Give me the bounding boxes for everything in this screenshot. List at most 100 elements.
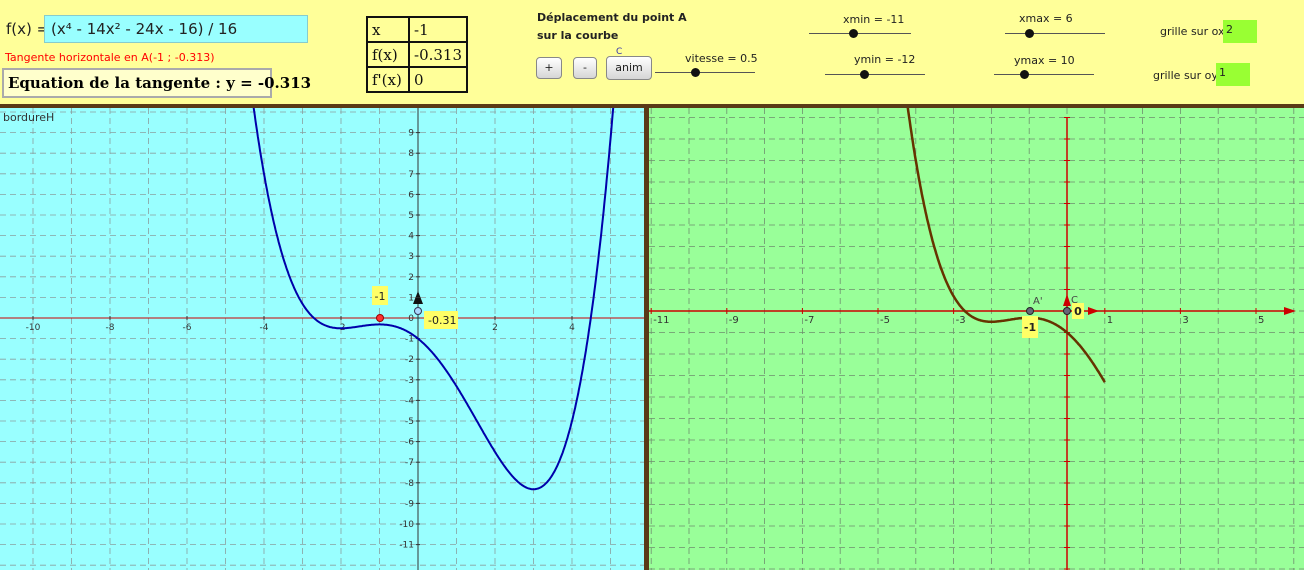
x-tick-label: 3: [1182, 315, 1188, 326]
xmax-label: xmax = 6: [1019, 12, 1073, 25]
point-a-prime-value: -1: [1024, 321, 1036, 334]
x-tick-label: -8: [106, 323, 115, 333]
x-tick-label: 4: [569, 323, 575, 333]
y-tick-label: -7: [405, 458, 414, 468]
x-tick-label: -4: [260, 323, 269, 333]
anim-marker: C: [616, 47, 623, 57]
point-c-value-box: [1072, 303, 1084, 319]
point-a-prime-name: A': [1033, 296, 1043, 307]
tangent-equation: Equation de la tangente : y = -0.313: [2, 68, 311, 98]
y-tick-label: -6: [405, 438, 414, 448]
xmin-slider-knob[interactable]: [849, 29, 858, 38]
table-cell-value: -1: [407, 16, 469, 43]
left-grid: [0, 108, 644, 570]
xmax-slider-track[interactable]: [1005, 33, 1105, 34]
ymin-slider-track[interactable]: [825, 74, 925, 75]
x-tick-label: 1: [1107, 315, 1113, 326]
y-tick-label: -9: [405, 499, 414, 509]
y-tick-label: 1: [408, 293, 414, 303]
speed-label: vitesse = 0.5: [685, 52, 758, 65]
x-tick-label: -6: [183, 323, 192, 333]
y-tick-label: 4: [408, 232, 414, 242]
table-cell-label: f(x): [366, 41, 410, 68]
y-tick-label: 9: [408, 129, 414, 139]
table-cell-value: 0: [407, 66, 469, 93]
speed-slider-knob[interactable]: [691, 68, 700, 77]
y-tick-label: 3: [408, 252, 414, 262]
ymax-slider-knob[interactable]: [1020, 70, 1029, 79]
y-tick-label: -8: [405, 479, 414, 489]
x-tick-label: -9: [729, 315, 739, 326]
right-y-arrow-icon: [1063, 294, 1071, 306]
graphs-area: -10 -8 -6 -4 -2 2 4 9876543210-1-2-3-4-5-6-7-8…: [0, 108, 1304, 570]
x-tick-label: -7: [804, 315, 814, 326]
y-tick-label: 8: [408, 149, 414, 159]
anim-button[interactable]: anim: [606, 56, 652, 80]
right-function-curve: [906, 108, 1106, 383]
y-tick-label: -3: [405, 376, 414, 386]
y-tick-label: -10: [399, 520, 414, 530]
function-input[interactable]: (x⁴ - 14x² - 24x - 16) / 16: [44, 15, 308, 43]
point-a-label-box: [372, 286, 388, 305]
x-tick-label: 2: [492, 323, 498, 333]
left-function-curve: [252, 108, 615, 491]
point-a-prime[interactable]: [1026, 307, 1034, 315]
ymax-slider-track[interactable]: [994, 74, 1094, 75]
right-x-tick-labels: -11 -9 -7 -5 -3 1 3 5: [650, 308, 1264, 326]
grid-ox-label: grille sur ox: [1160, 25, 1225, 38]
point-a[interactable]: [376, 314, 384, 322]
value-label-box: [424, 311, 458, 329]
point-a-label: -1: [375, 290, 386, 303]
xmin-slider-track[interactable]: [809, 33, 911, 34]
x-tick-label: -5: [880, 315, 890, 326]
y-tick-label: 7: [408, 170, 414, 180]
y-tick-label: -5: [405, 417, 414, 427]
right-x-arrow-icon: [1284, 307, 1296, 315]
point-on-y-axis[interactable]: [414, 307, 422, 315]
right-axes: [649, 118, 1296, 570]
y-tick-label: 5: [408, 211, 414, 221]
y-tick-label: -11: [399, 541, 414, 551]
move-title-line1: Déplacement du point A: [537, 11, 687, 24]
point-a-prime-value-box: [1022, 316, 1038, 338]
values-table: x -1 f(x) -0.313 f'(x) 0: [366, 16, 469, 93]
table-cell-label: f'(x): [366, 66, 410, 93]
grid-oy-input[interactable]: 1: [1216, 63, 1250, 86]
table-cell-value: -0.313: [407, 41, 469, 68]
table-row: f'(x) 0: [366, 66, 469, 93]
y-tick-label: 6: [408, 190, 414, 200]
ymin-slider-knob[interactable]: [860, 70, 869, 79]
y-tick-label: 0: [408, 314, 414, 324]
table-row: f(x) -0.313: [366, 41, 469, 68]
point-c-name: C: [1071, 295, 1078, 306]
tangent-info: Tangente horizontale en A(-1 ; -0.313): [5, 51, 215, 64]
y-tick-label: -1: [405, 335, 414, 345]
y-tick-label: -2: [405, 355, 414, 365]
plus-button[interactable]: +: [536, 57, 562, 79]
ymin-label: ymin = -12: [854, 53, 916, 66]
move-title-line2: sur la courbe: [537, 29, 619, 42]
point-c-value: 0: [1074, 305, 1082, 318]
grid-ox-input[interactable]: 2: [1223, 20, 1257, 43]
toolbar: f(x) = (x⁴ - 14x² - 24x - 16) / 16 Tange…: [0, 0, 1304, 104]
toolbar-separator: [0, 104, 1304, 108]
point-c[interactable]: [1063, 307, 1071, 315]
right-c-arrow-icon: [1088, 307, 1099, 315]
function-label: f(x) =: [6, 20, 50, 38]
ymax-label: ymax = 10: [1014, 54, 1075, 67]
table-row: x -1: [366, 16, 469, 43]
x-tick-label: -11: [653, 315, 669, 326]
speed-slider-track[interactable]: [655, 72, 755, 73]
y-tick-label: 2: [408, 273, 414, 283]
left-y-tick-labels: 9 8 7 6 5 4 3 2 1 0 -1 -2 -3 -4 -5 -6 -7 -8 -9 -10 -11: [399, 129, 420, 551]
x-tick-label: -3: [956, 315, 966, 326]
x-tick-label: -10: [26, 323, 41, 333]
grid-oy-label: grille sur oy: [1153, 69, 1218, 82]
xmax-slider-knob[interactable]: [1025, 29, 1034, 38]
value-label: -0.31: [428, 314, 456, 327]
left-caption: bordureH: [3, 111, 54, 124]
table-cell-label: x: [366, 16, 410, 43]
panel-divider: [644, 108, 649, 570]
right-graph-background: [649, 108, 1304, 570]
minus-button[interactable]: -: [573, 57, 597, 79]
